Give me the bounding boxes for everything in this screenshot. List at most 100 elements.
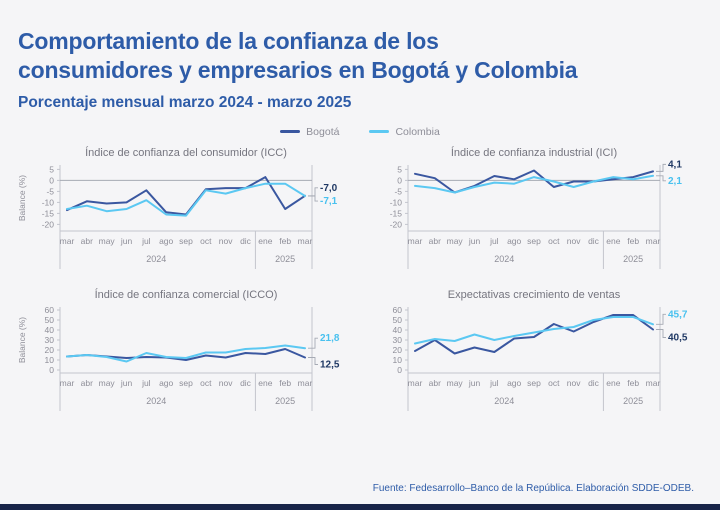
y-axis-label: Balance (%) — [17, 174, 27, 220]
x-tick-label: feb — [279, 378, 291, 388]
bottom-bar — [0, 504, 720, 510]
x-tick-label: sep — [527, 378, 541, 388]
series-line-bogota — [414, 313, 654, 354]
end-value-label-colombia: -7,1 — [320, 196, 338, 207]
x-tick-label: feb — [627, 236, 639, 246]
chart-sales-growth-expectations: Expectativas crecimiento de ventas 60 50 40… — [364, 287, 704, 419]
end-label-connector — [656, 328, 666, 338]
chart-title: Índice de confianza del consumidor (ICC) — [85, 146, 287, 159]
y-tick-label: -5 — [394, 186, 402, 196]
year-label: 2024 — [494, 254, 514, 264]
legend-label-bogota: Bogotá — [306, 125, 340, 138]
year-label: 2025 — [623, 396, 643, 406]
y-tick-label: 5 — [397, 164, 402, 174]
x-tick-label: sep — [179, 236, 193, 246]
chart-title: Índice de confianza industrial (ICI) — [451, 146, 617, 159]
x-tick-label: sep — [527, 236, 541, 246]
chart-legend: Bogotá Colombia — [0, 125, 720, 139]
end-value-label-bogota: 12,5 — [320, 359, 340, 370]
page-subtitle: Porcentaje mensual marzo 2024 - marzo 20… — [18, 93, 352, 111]
y-tick-label: 40 — [393, 325, 403, 335]
x-tick-label: jul — [489, 378, 499, 388]
chart-commercial-confidence-icco: Índice de confianza comercial (ICCO) Bala… — [16, 287, 356, 419]
charts-grid: Índice de confianza del consumidor (ICC)… — [0, 139, 720, 419]
series-line-colombia — [414, 315, 654, 344]
x-tick-label: may — [447, 378, 464, 388]
x-tick-label: oct — [200, 378, 212, 388]
x-tick-label: ago — [159, 378, 173, 388]
end-label-connector — [656, 163, 666, 172]
end-value-label-bogota: 4,1 — [668, 159, 682, 170]
y-tick-label: 40 — [45, 325, 55, 335]
x-tick-label: sep — [179, 378, 193, 388]
x-tick-label: abr — [429, 378, 441, 388]
year-label: 2025 — [275, 396, 295, 406]
x-tick-label: may — [99, 378, 116, 388]
end-label-connector — [656, 174, 666, 181]
y-tick-label: 60 — [393, 305, 403, 315]
y-tick-label: 10 — [45, 355, 55, 365]
y-tick-label: -20 — [42, 219, 55, 229]
x-tick-label: ene — [258, 378, 272, 388]
end-value-label-colombia: 21,8 — [320, 333, 340, 344]
x-tick-label: ene — [606, 378, 620, 388]
x-tick-label: ene — [606, 236, 620, 246]
x-tick-label: oct — [548, 236, 560, 246]
end-label-connector — [308, 356, 318, 365]
x-tick-label: oct — [200, 236, 212, 246]
x-tick-label: ago — [507, 378, 521, 388]
x-tick-label: may — [447, 236, 464, 246]
chart-svg: Expectativas crecimiento de ventas605040… — [393, 289, 688, 411]
x-tick-label: may — [99, 236, 116, 246]
x-tick-label: ago — [159, 236, 173, 246]
y-tick-label: 0 — [397, 175, 402, 185]
y-tick-label: 5 — [49, 164, 54, 174]
header: Comportamiento de la confianza de los con… — [0, 0, 720, 112]
chart-consumer-confidence-icc: Índice de confianza del consumidor (ICC)… — [16, 145, 356, 277]
end-value-label-colombia: 2,1 — [668, 175, 682, 186]
end-value-label-bogota: -7,0 — [320, 182, 338, 193]
chart-industrial-confidence-ici: Índice de confianza industrial (ICI) 5 0 -5… — [364, 145, 704, 277]
x-tick-label: mar — [298, 236, 313, 246]
x-tick-label: ago — [507, 236, 521, 246]
y-axis-label: Balance (%) — [17, 316, 27, 362]
x-tick-label: mar — [408, 236, 423, 246]
y-tick-label: 50 — [45, 315, 55, 325]
y-tick-label: 30 — [393, 335, 403, 345]
y-tick-label: 30 — [45, 335, 55, 345]
series-line-colombia — [414, 174, 654, 193]
x-tick-label: jun — [468, 236, 481, 246]
x-tick-label: feb — [279, 236, 291, 246]
colombia-line-swatch-icon — [369, 130, 390, 133]
x-tick-label: jun — [120, 378, 133, 388]
x-tick-label: mar — [60, 378, 75, 388]
x-tick-label: mar — [298, 378, 313, 388]
y-tick-label: 0 — [49, 175, 54, 185]
x-tick-label: jun — [120, 236, 133, 246]
chart-svg: Índice de confianza del consumidor (ICC)… — [17, 146, 338, 269]
x-tick-label: mar — [408, 378, 423, 388]
y-tick-label: -10 — [390, 197, 403, 207]
x-tick-label: mar — [60, 236, 75, 246]
y-tick-label: 20 — [393, 345, 403, 355]
chart-title: Índice de confianza comercial (ICCO) — [95, 288, 278, 301]
x-tick-label: jul — [141, 236, 151, 246]
x-tick-label: dic — [588, 378, 600, 388]
x-tick-label: nov — [567, 378, 581, 388]
y-tick-label: 50 — [393, 315, 403, 325]
y-tick-label: 0 — [49, 365, 54, 375]
end-value-label-bogota: 40,5 — [668, 332, 688, 343]
end-value-label-colombia: 45,7 — [668, 309, 688, 320]
series-line-colombia — [66, 182, 306, 217]
x-tick-label: abr — [81, 236, 93, 246]
page-title: Comportamiento de la confianza de los con… — [18, 27, 700, 85]
y-tick-label: -10 — [42, 197, 55, 207]
series-line-colombia — [66, 344, 306, 362]
y-tick-label: -15 — [390, 208, 403, 218]
x-tick-label: jul — [489, 236, 499, 246]
y-tick-label: 10 — [393, 355, 403, 365]
x-tick-label: oct — [548, 378, 560, 388]
end-label-connector — [308, 337, 318, 349]
legend-item-colombia: Colombia — [369, 126, 440, 138]
